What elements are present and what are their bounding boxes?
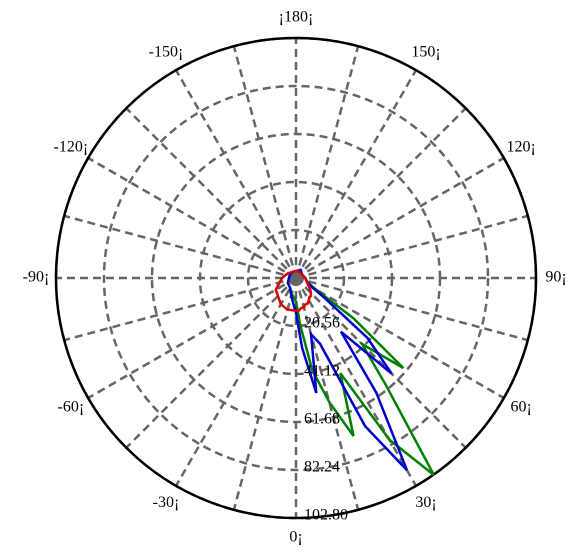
spoke	[295, 107, 467, 279]
theta-tick-label: 120¡	[507, 139, 536, 156]
spoke	[174, 69, 298, 279]
spoke	[174, 277, 298, 487]
spoke	[295, 276, 529, 342]
outer-frame	[54, 36, 538, 520]
spoke	[295, 156, 505, 280]
spoke	[125, 277, 297, 449]
grid-ring	[102, 84, 490, 472]
theta-tick-label: 60¡	[511, 399, 532, 416]
spoke	[294, 69, 418, 279]
spoke	[294, 277, 418, 487]
theta-tick-label: 90¡	[545, 269, 566, 286]
theta-tick-label: -60¡	[58, 399, 85, 416]
r-tick-label: 82.24	[304, 459, 340, 476]
theta-tick-label: 30¡	[415, 494, 436, 511]
spoke	[232, 45, 298, 279]
spoke	[87, 156, 297, 280]
spoke	[295, 276, 505, 400]
theta-tick-label: -90¡	[23, 269, 50, 286]
r-tick-label: 20.56	[304, 315, 340, 332]
grid-ring	[246, 228, 346, 328]
theta-tick-label: -150¡	[149, 44, 184, 61]
theta-tick-label: ¡180¡	[279, 9, 314, 26]
theta-tick-label: -120¡	[54, 139, 89, 156]
grid-ring	[198, 180, 394, 376]
spoke	[294, 45, 360, 279]
spoke	[125, 107, 297, 279]
r-tick-label: 41.12	[304, 363, 340, 380]
theta-tick-label: 0¡	[289, 529, 302, 546]
spoke	[63, 214, 297, 280]
theta-tick-label: 150¡	[411, 44, 440, 61]
spoke	[295, 277, 467, 449]
spoke	[295, 214, 529, 280]
spoke	[294, 277, 360, 511]
grid-ring	[150, 132, 442, 424]
spoke	[87, 276, 297, 400]
spoke	[232, 277, 298, 511]
series-line	[274, 269, 313, 312]
theta-tick-label: -30¡	[153, 494, 180, 511]
r-tick-label: 61.68	[304, 411, 340, 428]
r-tick-label: 102.80	[304, 507, 348, 524]
spoke	[63, 276, 297, 342]
